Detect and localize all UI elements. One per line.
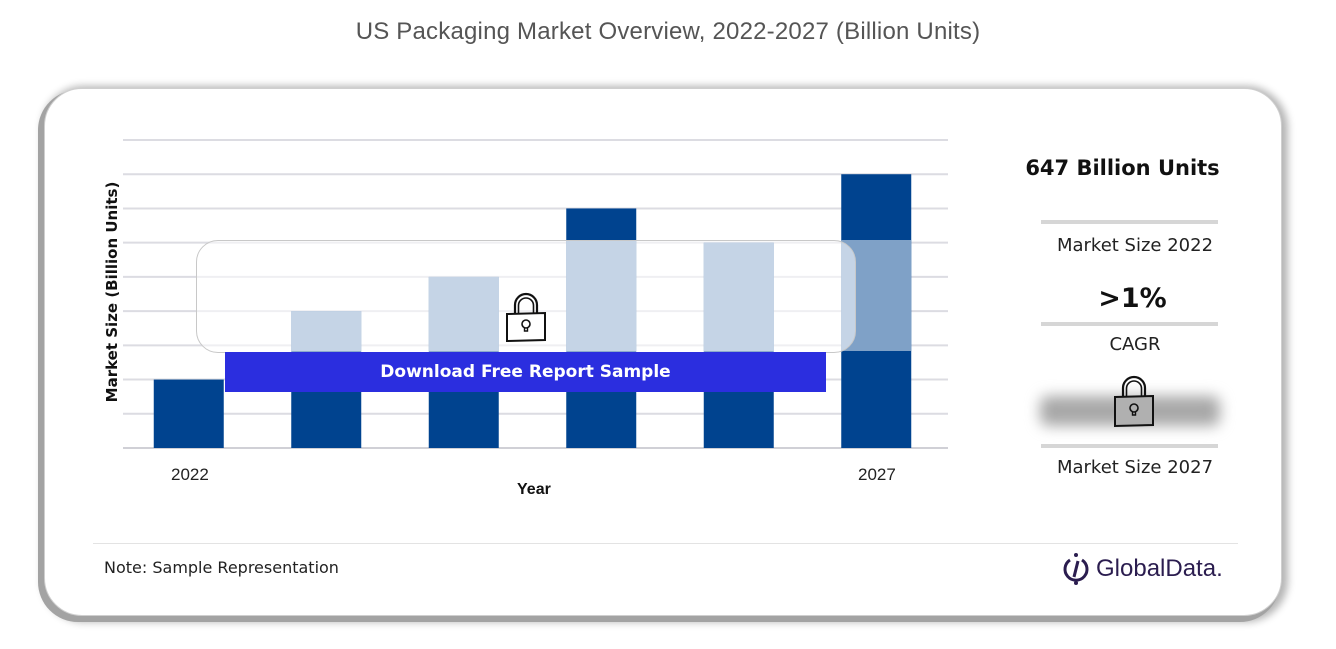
globaldata-logo-icon [1063, 553, 1089, 585]
cagr-value: >1% [1098, 283, 1167, 314]
download-sample-button[interactable]: Download Free Report Sample [225, 352, 826, 392]
bar [153, 379, 224, 448]
market-size-2022-value: 647 Billion Units [1025, 156, 1220, 180]
bar-2022 [153, 379, 224, 448]
divider [1041, 444, 1218, 448]
market-size-2027-label: Market Size 2027 [1056, 457, 1214, 478]
padlock-icon [506, 292, 546, 343]
divider [1041, 322, 1218, 326]
cagr-label: CAGR [1109, 334, 1161, 355]
divider [1041, 220, 1218, 224]
footer-divider [93, 543, 1238, 544]
padlock-icon [1114, 375, 1154, 428]
x-tick-label-2027: 2027 [858, 465, 896, 484]
x-axis-label: Year [517, 481, 551, 498]
globaldata-logo-text: GlobalData. [1096, 555, 1223, 582]
y-axis-label: Market Size (Billion Units) [103, 181, 121, 403]
globaldata-logo: GlobalData. [1062, 552, 1223, 586]
chart-title: US Packaging Market Overview, 2022-2027 … [355, 18, 981, 45]
x-tick-label-2022: 2022 [171, 465, 209, 484]
sample-note: Note: Sample Representation [104, 558, 339, 577]
market-size-2022-label: Market Size 2022 [1056, 235, 1214, 256]
